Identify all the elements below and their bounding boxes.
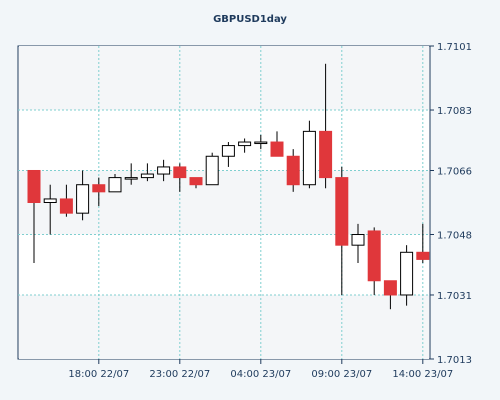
candle-body: [205, 155, 219, 186]
candle-body: [221, 145, 235, 157]
chart-title: GBPUSD1day: [213, 14, 287, 25]
candle-bullish[interactable]: [254, 134, 268, 150]
candle-bullish[interactable]: [400, 245, 414, 306]
x-tick-label: 14:00 23/07: [392, 369, 453, 380]
grid-band: [19, 46, 429, 111]
candle-body: [27, 169, 41, 203]
candle-bullish[interactable]: [302, 120, 316, 189]
candles: [27, 63, 430, 310]
candle-bearish[interactable]: [59, 184, 73, 217]
candle-body: [92, 184, 106, 193]
x-axis: 18:00 22/07 23:00 22/07 04:00 23/07 09:00 2…: [68, 359, 453, 380]
candle-body: [173, 166, 187, 179]
candle-bearish[interactable]: [189, 177, 203, 189]
candle-body: [270, 141, 284, 157]
candle-body: [254, 141, 268, 145]
candle-body: [286, 155, 300, 186]
candle-body: [59, 198, 73, 214]
grid-band: [19, 294, 429, 359]
candle-body: [189, 177, 203, 186]
candle-bullish[interactable]: [43, 184, 57, 235]
candle-body: [367, 230, 381, 282]
candle-body: [302, 130, 316, 186]
candle-body: [43, 198, 57, 203]
candle-body: [157, 166, 171, 175]
candle-bearish[interactable]: [335, 166, 349, 295]
x-tick-label: 09:00 23/07: [311, 369, 372, 380]
candle-bearish[interactable]: [286, 149, 300, 192]
candle-body: [76, 184, 90, 214]
y-axis: 1.7101 1.7083 1.7066 1.7048 1.7031 1.7013: [430, 42, 472, 366]
candle-body: [238, 141, 252, 147]
candle-body: [319, 130, 333, 179]
candle-body: [351, 234, 365, 246]
candle-body: [335, 177, 349, 246]
candle-body: [140, 173, 154, 179]
y-tick-label: 1.7101: [437, 42, 472, 53]
x-tick-label: 23:00 22/07: [149, 369, 210, 380]
x-tick-label: 18:00 22/07: [68, 369, 129, 380]
candle-bearish[interactable]: [92, 177, 106, 207]
candle-body: [416, 251, 430, 260]
candle-bullish[interactable]: [124, 163, 138, 185]
candle-bullish[interactable]: [76, 170, 90, 221]
y-tick-label: 1.7066: [437, 166, 472, 177]
candle-bullish[interactable]: [351, 223, 365, 263]
candle-bullish[interactable]: [140, 163, 154, 182]
candle-bullish[interactable]: [221, 142, 235, 167]
x-tick-label: 04:00 23/07: [230, 369, 291, 380]
candle-bearish[interactable]: [173, 163, 187, 192]
candle-bullish[interactable]: [157, 159, 171, 182]
gridlines: [18, 46, 430, 359]
candle-bearish[interactable]: [383, 280, 397, 310]
candle-body: [383, 280, 397, 296]
y-tick-label: 1.7048: [437, 231, 472, 242]
y-tick-label: 1.7083: [437, 106, 472, 117]
candle-bullish[interactable]: [238, 138, 252, 153]
y-tick-label: 1.7013: [437, 355, 472, 366]
candle-body: [108, 177, 122, 193]
y-tick-label: 1.7031: [437, 291, 472, 302]
candle-bearish[interactable]: [270, 131, 284, 157]
candle-body: [124, 177, 138, 180]
candle-bearish[interactable]: [319, 63, 333, 189]
candle-bullish[interactable]: [108, 174, 122, 193]
candle-body: [400, 251, 414, 296]
candle-bearish[interactable]: [27, 169, 41, 263]
candle-bearish[interactable]: [416, 223, 430, 263]
candle-bullish[interactable]: [205, 152, 219, 186]
candle-bearish[interactable]: [367, 227, 381, 295]
